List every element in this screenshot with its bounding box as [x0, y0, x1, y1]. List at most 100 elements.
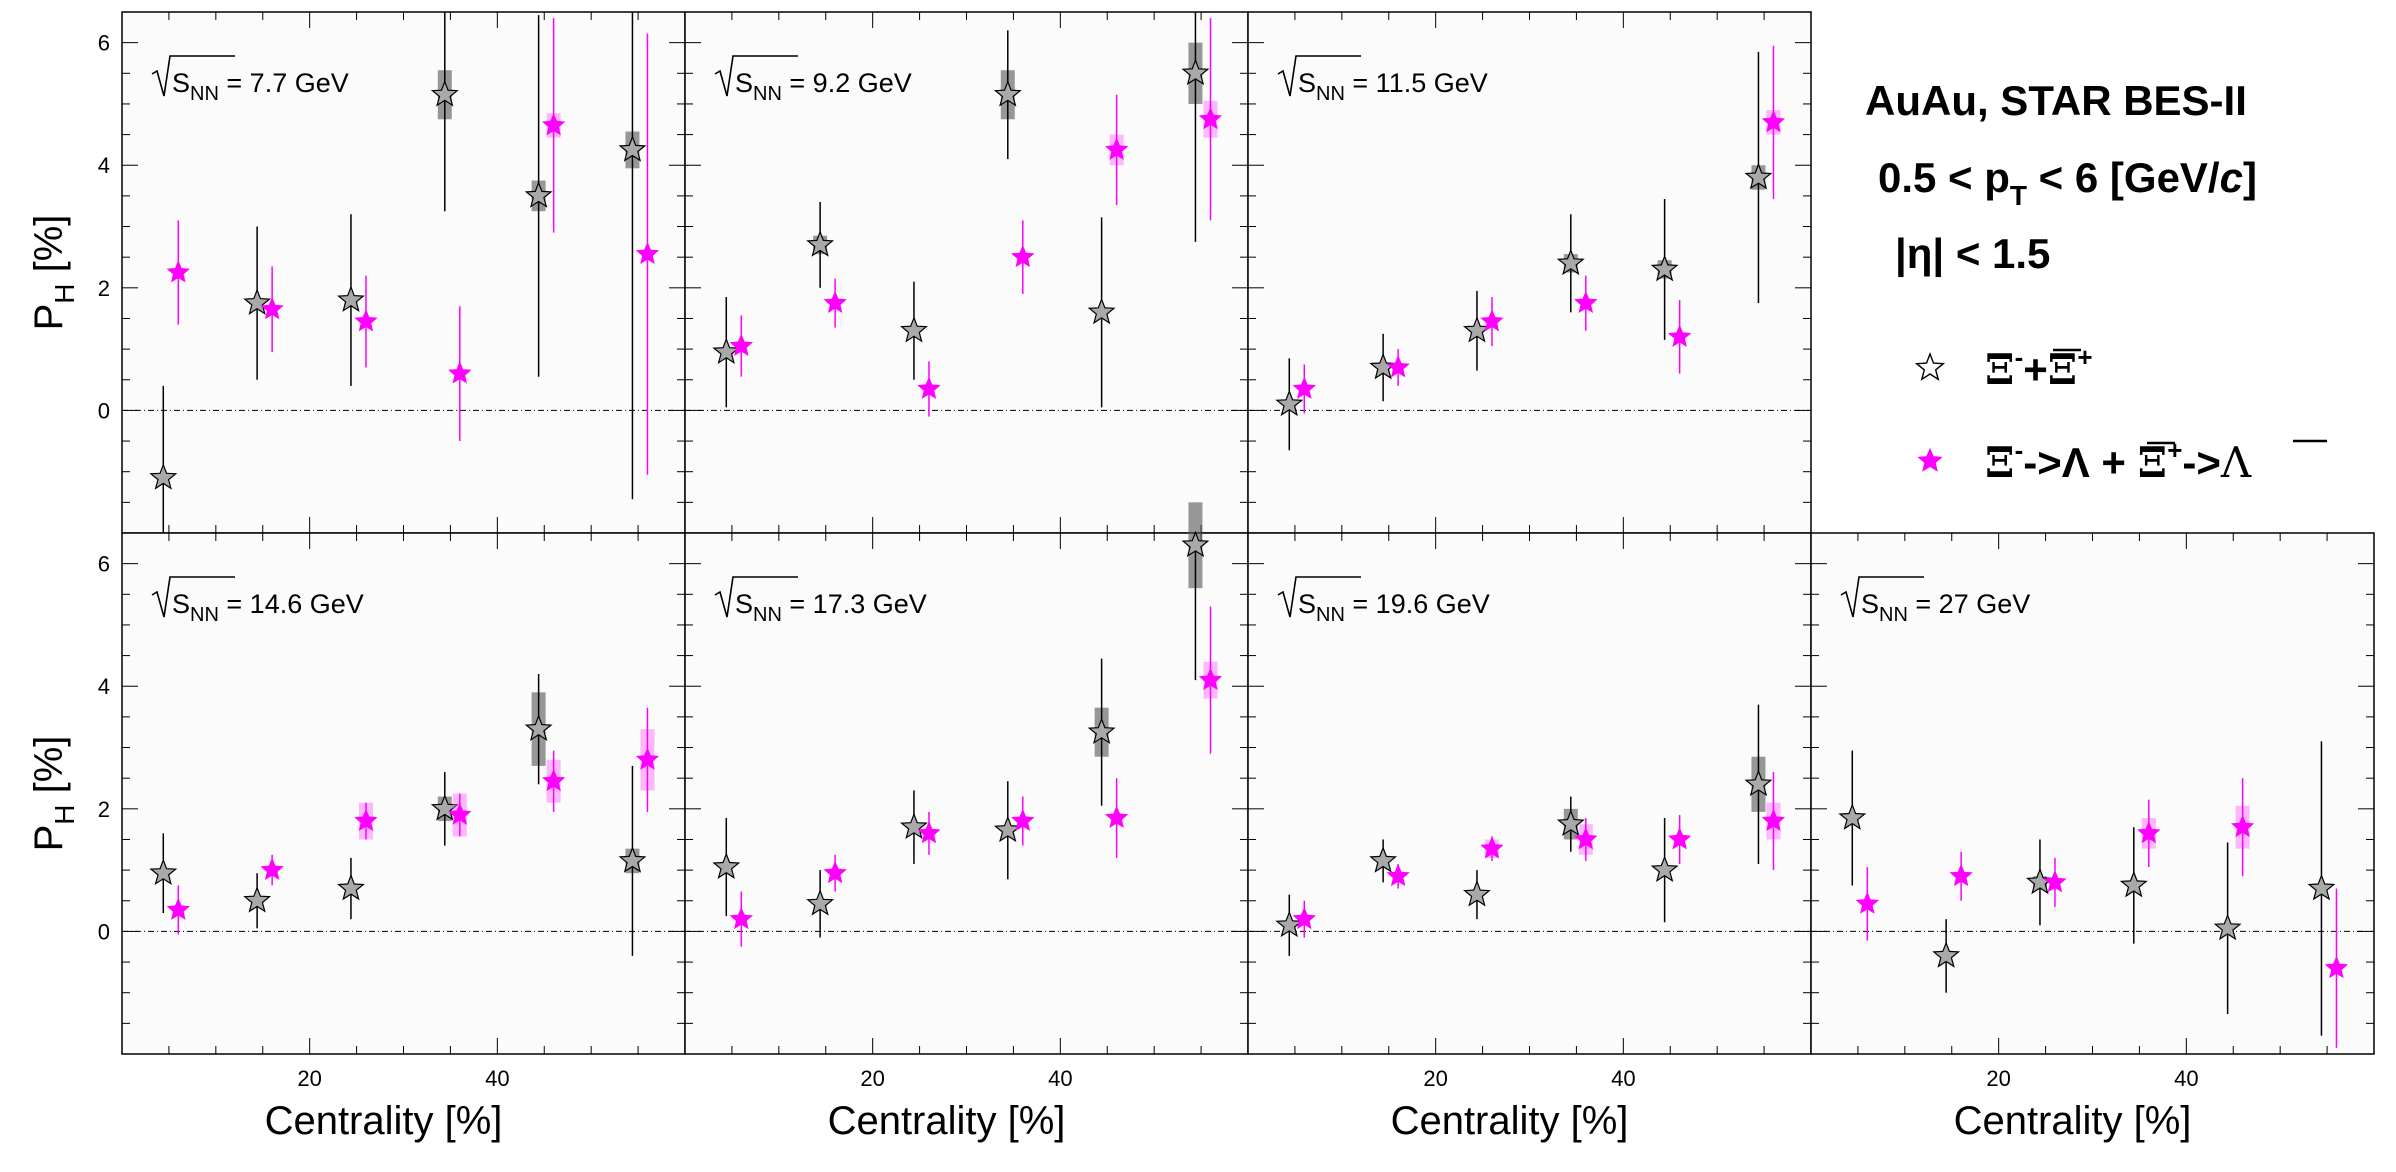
- sqrt-icon: [1277, 576, 1361, 618]
- series-1: [712, 502, 1210, 938]
- data-point: [1275, 910, 1304, 938]
- panel-7: 20 40 Centrality [%] SNN = 27 GeV: [1810, 532, 2375, 1143]
- y-tick-label: 2: [98, 276, 110, 301]
- data-point: [243, 886, 272, 913]
- energy-label: SNN = 27 GeV: [1861, 589, 2030, 626]
- x-tick-label: 40: [2174, 1066, 2198, 1091]
- x-tick-label: 40: [1048, 1066, 1072, 1091]
- data-point: [729, 906, 754, 930]
- sqrt-icon: [714, 576, 798, 618]
- data-point: [1463, 879, 1491, 907]
- series-1: [1838, 741, 2336, 1036]
- data-point: [166, 260, 191, 283]
- data-point: [1932, 941, 1961, 968]
- sqrt-icon: [151, 576, 235, 618]
- x-tick-label: 20: [1423, 1066, 1447, 1091]
- data-point: [1556, 809, 1585, 837]
- data-point: [354, 309, 378, 332]
- x-tick-label: 20: [1986, 1066, 2010, 1091]
- data-point: [712, 337, 741, 365]
- data-point: [541, 768, 566, 792]
- legend-entry-1: Ξ-+Ξ+: [1985, 342, 2093, 394]
- y-tick-label: 2: [98, 797, 110, 822]
- series-2: [1855, 778, 2349, 1048]
- data-point: [1292, 906, 1317, 930]
- series-2: [166, 18, 660, 475]
- x-axis-title: Centrality [%]: [1391, 1099, 1629, 1143]
- panel-frame: [684, 532, 1249, 1055]
- energy-label: SNN = 11.5 GeV: [1298, 68, 1488, 105]
- data-point: [1744, 162, 1773, 190]
- data-point: [2230, 814, 2255, 838]
- data-point: [448, 802, 472, 825]
- energy-label: SNN = 14.6 GeV: [172, 589, 364, 626]
- data-point: [1761, 808, 1786, 832]
- data-point: [1761, 110, 1786, 133]
- panel-frame: [121, 11, 686, 534]
- data-point: [1275, 389, 1304, 417]
- data-point: [635, 747, 660, 770]
- data-point: [1198, 667, 1223, 691]
- data-point: [618, 846, 647, 873]
- data-point: [149, 858, 178, 886]
- data-point: [1181, 58, 1210, 86]
- data-point: [524, 714, 553, 742]
- legend-open-star-icon: [1914, 352, 1946, 381]
- legend-entries: Ξ-+Ξ+ Ξ-->Λ + Ξ+->Λ: [1914, 342, 2327, 487]
- y-tick-label: 4: [98, 153, 110, 178]
- series-2: [729, 606, 1223, 947]
- series-2: [166, 707, 660, 935]
- data-point: [917, 821, 941, 844]
- data-point: [541, 113, 566, 136]
- data-point: [1949, 863, 1973, 887]
- series-1: [712, 12, 1210, 408]
- legend-line3: |η| < 1.5: [1895, 230, 2050, 278]
- data-point: [1650, 855, 1679, 882]
- data-point: [618, 135, 647, 162]
- panel-3: SNN = 11.5 GeV: [1247, 11, 1812, 534]
- sqrt-icon: [1277, 55, 1361, 97]
- y-tick-label: 4: [98, 674, 110, 699]
- energy-label: SNN = 7.7 GeV: [172, 68, 349, 105]
- energy-label: SNN = 17.3 GeV: [735, 589, 927, 626]
- series-2: [729, 18, 1223, 417]
- series-2: [1292, 45, 1786, 414]
- data-point: [1667, 827, 1692, 850]
- data-point: [2213, 913, 2242, 941]
- y-tick-label: 6: [98, 552, 110, 577]
- x-tick-label: 20: [297, 1066, 321, 1091]
- data-point: [243, 288, 272, 316]
- panel-frame: [1247, 11, 1812, 534]
- energy-label: SNN = 9.2 GeV: [735, 68, 912, 105]
- x-tick-label: 20: [860, 1066, 884, 1091]
- panel-6: 20 40 Centrality [%] SNN = 19.6 GeV: [1247, 532, 1812, 1143]
- data-point: [1838, 803, 1867, 830]
- panel-frame: [1247, 532, 1812, 1055]
- series-2: [1292, 772, 1786, 938]
- legend: AuAu, STAR BES-II 0.5 < pT < 6 [GeV/c] |…: [1865, 77, 2327, 487]
- data-point: [260, 297, 284, 320]
- data-point: [354, 808, 378, 832]
- y-tick-label: 0: [98, 398, 110, 423]
- data-point: [1480, 309, 1504, 332]
- x-tick-label: 40: [485, 1066, 509, 1091]
- data-point: [2119, 870, 2148, 898]
- x-axis-title: Centrality [%]: [828, 1099, 1066, 1143]
- panel-1: 0 2 4 6 PH [%] SNN = 7.7 GeV: [27, 11, 686, 534]
- data-point: [1087, 297, 1116, 325]
- data-point: [1011, 244, 1035, 268]
- data-point: [900, 316, 928, 343]
- data-point: [917, 376, 941, 399]
- sqrt-icon: [714, 55, 798, 97]
- data-point: [1181, 530, 1210, 558]
- data-point: [149, 463, 178, 490]
- data-point: [448, 361, 472, 384]
- series-1: [1275, 704, 1773, 956]
- data-point: [166, 897, 191, 920]
- data-point: [1198, 107, 1223, 130]
- data-point: [1386, 355, 1410, 378]
- data-point: [2043, 870, 2067, 893]
- data-point: [1855, 891, 1880, 914]
- data-point: [2137, 820, 2161, 844]
